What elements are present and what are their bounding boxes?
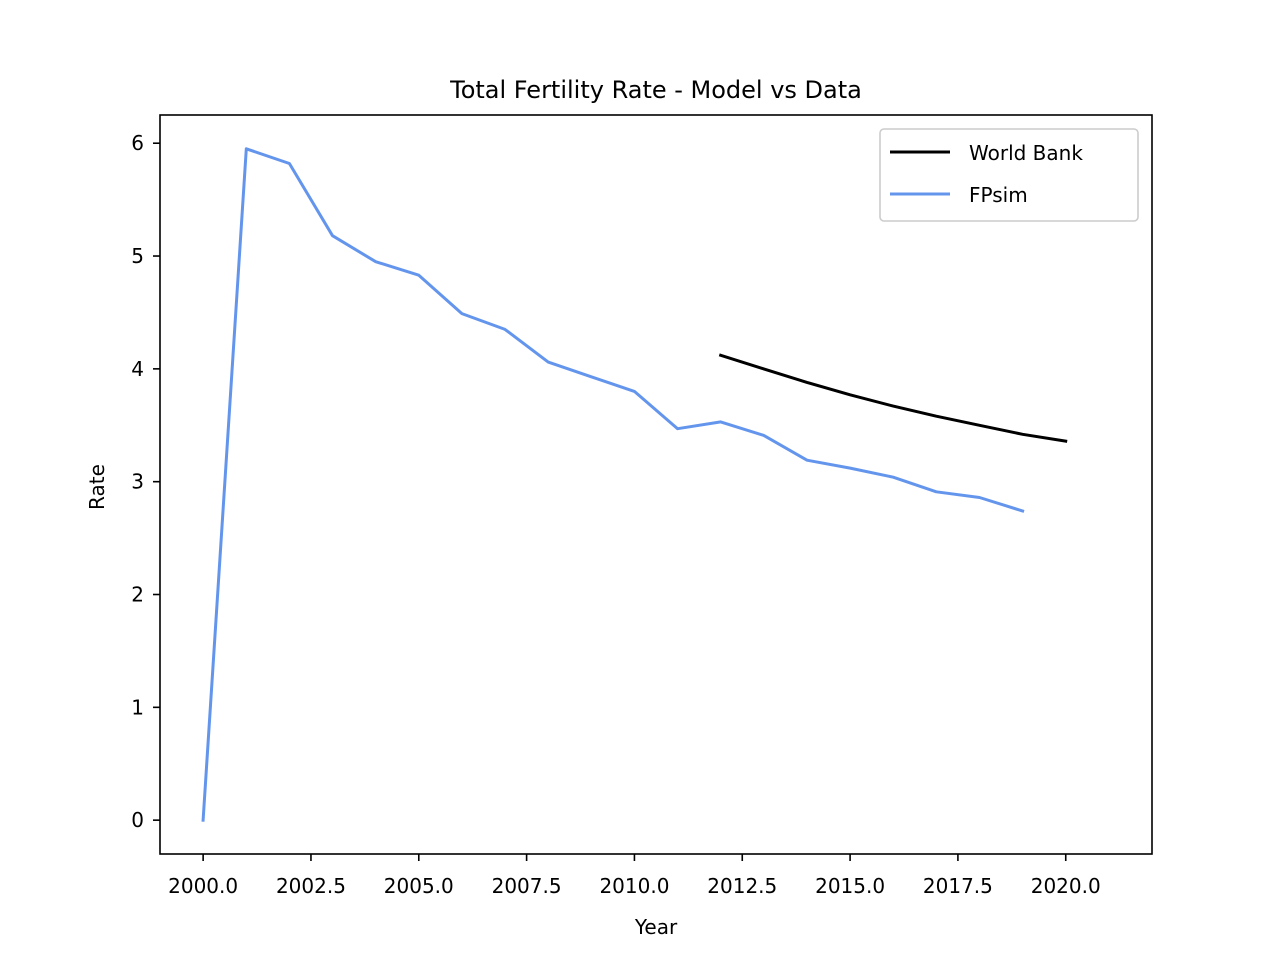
plot-frame [159, 114, 1153, 855]
y-tick-label: 2 [131, 583, 144, 607]
y-tick-label: 0 [131, 808, 144, 832]
x-tick-label: 2012.5 [707, 874, 777, 898]
legend: World Bank FPsim [879, 128, 1139, 222]
chart-title: Total Fertility Rate - Model vs Data [449, 76, 862, 104]
x-tick-label: 2005.0 [384, 874, 454, 898]
y-tick-label: 6 [131, 131, 144, 155]
y-tick-label: 3 [131, 470, 144, 494]
x-tick-label: 2010.0 [599, 874, 669, 898]
y-tick-label: 1 [131, 695, 144, 719]
legend-label-world-bank: World Bank [969, 141, 1083, 165]
x-axis-label: Year [634, 915, 678, 939]
x-tick-label: 2017.5 [923, 874, 993, 898]
legend-label-fpsim: FPsim [969, 183, 1028, 207]
x-tick-label: 2000.0 [168, 874, 238, 898]
y-tick-label: 4 [131, 357, 144, 381]
series-line-fpsim [201, 147, 1025, 822]
y-axis-label: Rate [85, 464, 109, 510]
x-tick-label: 2015.0 [815, 874, 885, 898]
y-tick-label: 5 [131, 244, 144, 268]
x-axis: 2000.0 2002.5 2005.0 2007.5 2010.0 2012.5 2015… [168, 854, 1101, 898]
series-line-world-bank [718, 353, 1068, 443]
x-tick-label: 2007.5 [492, 874, 562, 898]
x-tick-label: 2020.0 [1031, 874, 1101, 898]
series-layer [201, 147, 1068, 822]
y-axis: 0 1 2 3 4 5 6 [131, 131, 160, 832]
x-tick-label: 2002.5 [276, 874, 346, 898]
